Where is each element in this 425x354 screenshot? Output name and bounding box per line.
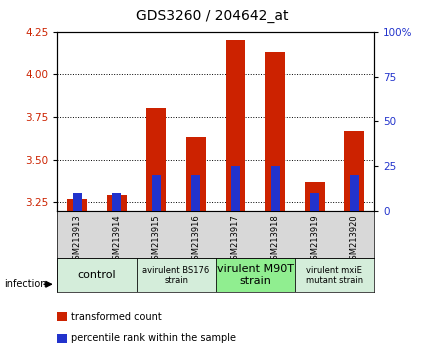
Text: avirulent BS176
strain: avirulent BS176 strain: [142, 266, 210, 285]
Text: GSM213915: GSM213915: [152, 215, 161, 265]
Text: virulent mxiE
mutant strain: virulent mxiE mutant strain: [306, 266, 363, 285]
Text: GSM213914: GSM213914: [112, 215, 121, 265]
Text: GSM213917: GSM213917: [231, 215, 240, 265]
Bar: [271, 166, 280, 211]
Bar: [350, 175, 359, 211]
Bar: [67, 199, 87, 211]
Bar: [215, 258, 295, 292]
Bar: [191, 175, 200, 211]
Bar: [295, 258, 374, 292]
Text: percentile rank within the sample: percentile rank within the sample: [71, 333, 236, 343]
Bar: [310, 193, 319, 211]
Text: control: control: [78, 270, 116, 280]
Text: transformed count: transformed count: [71, 312, 162, 322]
Text: GSM213919: GSM213919: [310, 215, 319, 265]
Bar: [73, 193, 82, 211]
Text: GSM213918: GSM213918: [271, 215, 280, 265]
Bar: [136, 258, 215, 292]
Bar: [147, 108, 166, 211]
Bar: [186, 137, 206, 211]
Bar: [57, 258, 136, 292]
Bar: [231, 166, 240, 211]
Text: GSM213916: GSM213916: [191, 215, 201, 265]
Bar: [152, 175, 161, 211]
Bar: [107, 195, 127, 211]
Text: GSM213913: GSM213913: [73, 215, 82, 265]
Text: infection: infection: [4, 279, 47, 289]
Bar: [112, 193, 121, 211]
Text: GDS3260 / 204642_at: GDS3260 / 204642_at: [136, 9, 289, 23]
Text: GSM213920: GSM213920: [350, 215, 359, 265]
Bar: [344, 131, 364, 211]
Bar: [226, 40, 245, 211]
Bar: [305, 182, 325, 211]
Text: virulent M90T
strain: virulent M90T strain: [217, 264, 294, 286]
Bar: [265, 52, 285, 211]
